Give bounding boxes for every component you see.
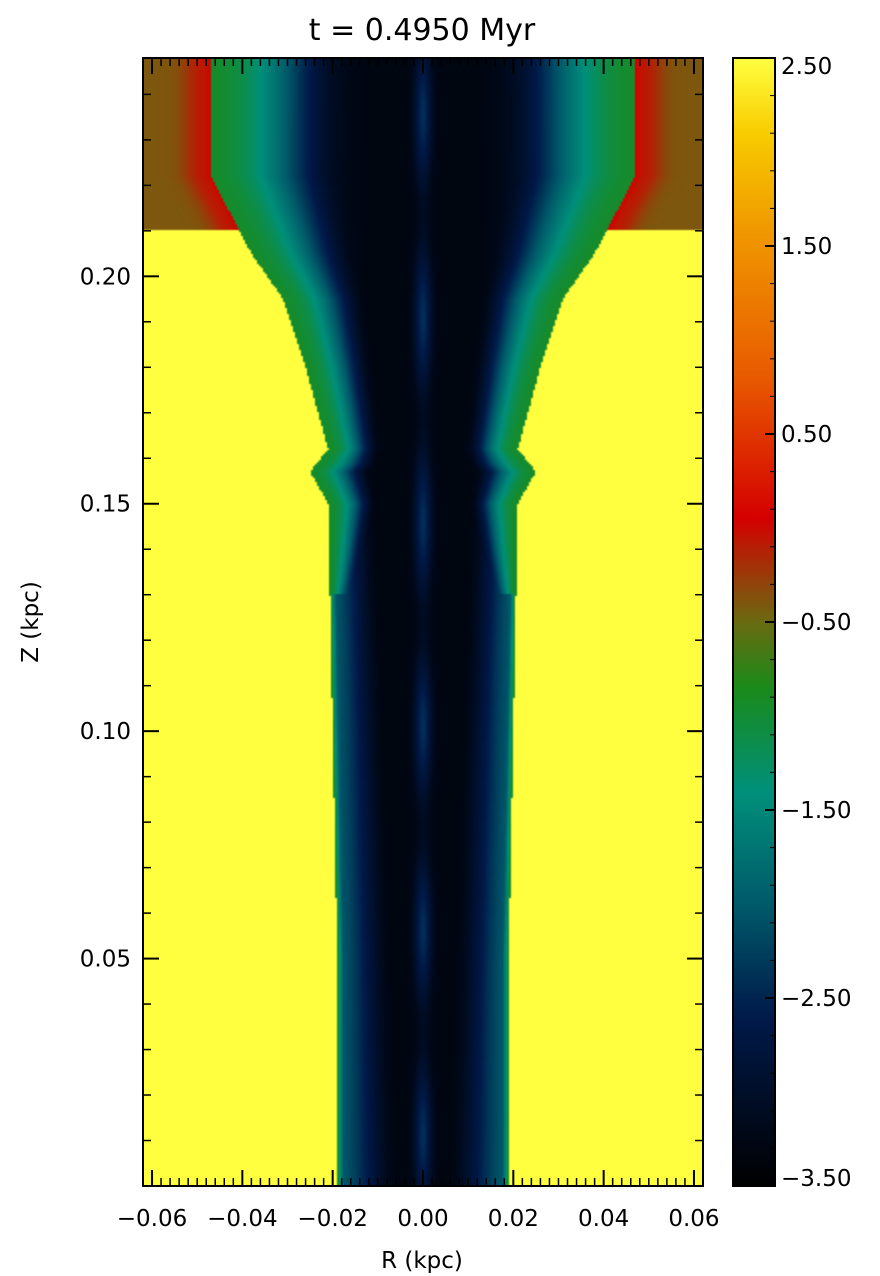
colorbar-tick-label-0: 2.50 xyxy=(781,54,832,80)
y-tick-label-2: 0.15 xyxy=(80,492,131,518)
x-tick-label-3: 0.00 xyxy=(397,1206,448,1232)
major-ticks xyxy=(143,58,703,1186)
y-tick-label-3: 0.20 xyxy=(80,264,131,290)
y-tick-label-1: 0.10 xyxy=(80,719,131,745)
colorbar-tick-label-5: −2.50 xyxy=(781,986,851,1012)
colorbar-tick-label-4: −1.50 xyxy=(781,798,851,824)
y-tick-labels: 0.05 0.10 0.15 0.20 xyxy=(80,264,131,972)
x-tick-label-5: 0.04 xyxy=(578,1206,629,1232)
colorbar-tick-label-3: −0.50 xyxy=(781,610,851,636)
x-tick-labels: −0.06 −0.04 −0.02 0.00 0.02 0.04 0.06 xyxy=(117,1206,720,1232)
minor-ticks xyxy=(143,58,703,1186)
colorbar-ticks xyxy=(765,57,775,1187)
y-axis-label: Z (kpc) xyxy=(18,581,44,663)
x-tick-label-4: 0.02 xyxy=(488,1206,539,1232)
colorbar-tick-label-2: 0.50 xyxy=(781,422,832,448)
chart-title: t = 0.4950 Myr xyxy=(309,13,536,48)
y-tick-label-0: 0.05 xyxy=(80,947,131,973)
x-axis-label: R (kpc) xyxy=(381,1248,463,1274)
x-tick-label-2: −0.02 xyxy=(297,1206,367,1232)
x-tick-label-1: −0.04 xyxy=(207,1206,277,1232)
heatmap-field xyxy=(143,58,703,1186)
x-tick-label-0: −0.06 xyxy=(117,1206,187,1232)
colorbar-tick-label-1: 1.50 xyxy=(781,234,832,260)
colorbar-tick-labels: 2.50 1.50 0.50 −0.50 −1.50 −2.50 −3.50 xyxy=(781,54,851,1192)
colorbar-tick-label-6: −3.50 xyxy=(781,1166,851,1192)
x-tick-label-6: 0.06 xyxy=(668,1206,719,1232)
